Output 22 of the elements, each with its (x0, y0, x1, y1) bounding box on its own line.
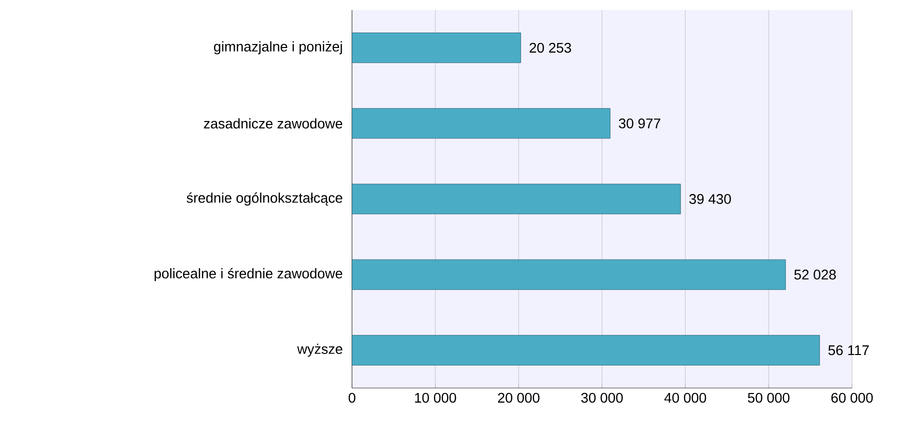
data-label: 39 430 (689, 194, 731, 204)
x-tick-label: 10 000 (415, 392, 456, 403)
x-tick-label: 40 000 (664, 392, 706, 403)
x-tick-label: 50 000 (748, 392, 790, 403)
data-label: 20 253 (530, 42, 572, 53)
x-tick-label: 60 000 (831, 392, 873, 403)
y-tick-label: wyższe (297, 344, 342, 357)
bar (352, 184, 681, 214)
bar (352, 335, 820, 366)
x-tick-label: 0 (348, 392, 356, 403)
y-tick-label: zasadnicze zawodowe (204, 118, 342, 129)
bar (352, 32, 521, 63)
data-label: 52 028 (794, 270, 836, 280)
y-tick-label: policealne i średnie zawodowe (154, 268, 342, 282)
x-tick-label: 20 000 (498, 392, 540, 403)
data-label: 30 977 (618, 118, 660, 128)
y-tick-label: gimnazjalne i poniżej (214, 41, 342, 54)
data-label: 56 117 (828, 345, 869, 356)
bar (352, 108, 610, 139)
x-tick-label: 30 000 (581, 392, 623, 403)
bar (352, 259, 786, 290)
y-tick-label: średnie ogólnokształcące (186, 192, 342, 206)
